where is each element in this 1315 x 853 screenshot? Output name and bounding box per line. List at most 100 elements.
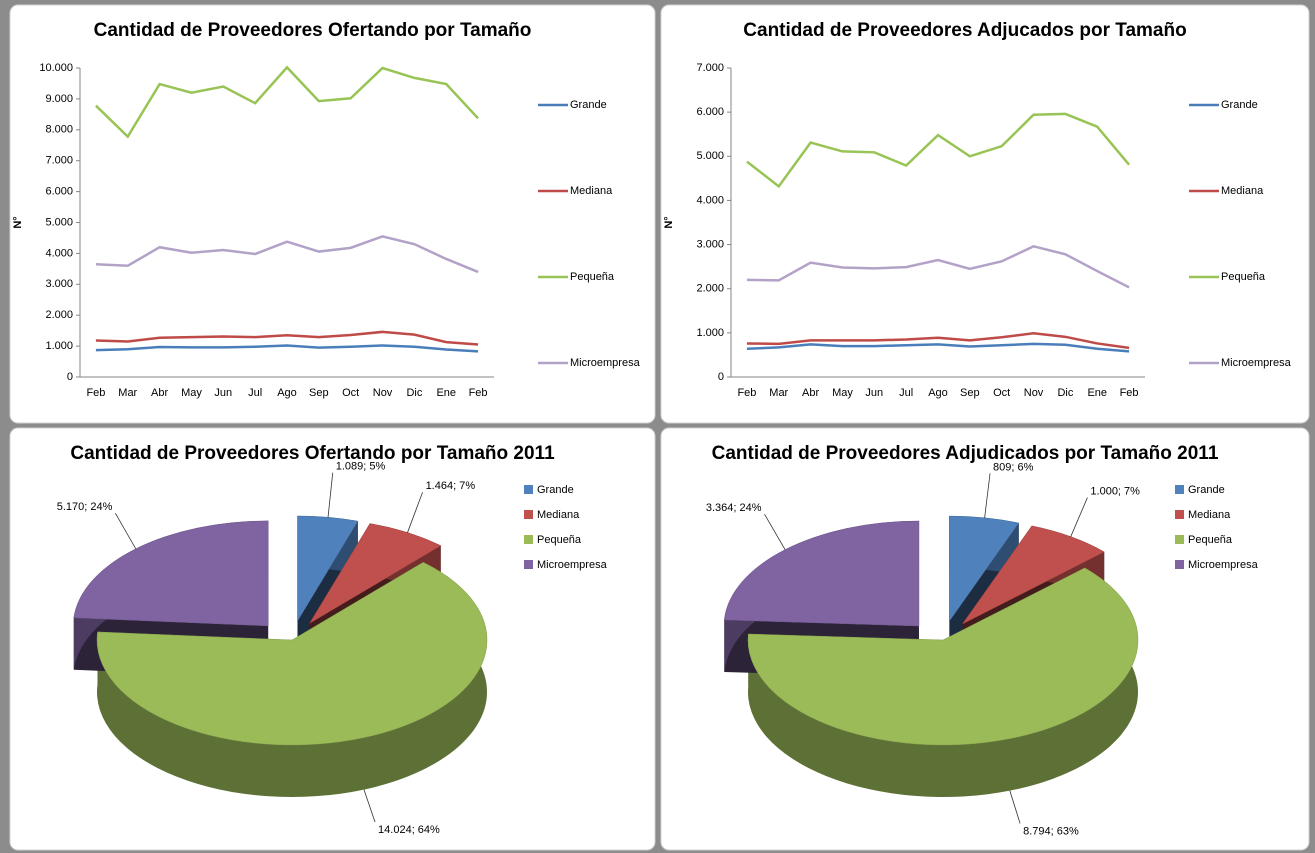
leader-line (407, 492, 423, 533)
x-tick-label: Feb (1120, 387, 1139, 399)
x-tick-label: Ago (277, 387, 297, 399)
pie-slice (309, 523, 442, 624)
y-tick-label: 7.000 (696, 62, 724, 74)
data-label: 8.794; 63% (1023, 825, 1079, 837)
line-series (746, 245, 1130, 289)
x-tick-label: May (181, 387, 202, 399)
y-tick-label: 8.000 (45, 124, 73, 136)
chart-title: Cantidad de Proveedores Adjudicados por … (712, 443, 1219, 464)
x-tick-label: Jun (214, 387, 232, 399)
x-tick-label: Sep (960, 387, 980, 399)
y-tick-label: 3.000 (696, 238, 724, 250)
pie-side (97, 562, 488, 798)
legend-label: Microempresa (1221, 357, 1292, 369)
pie-slice (73, 520, 269, 627)
y-tick-label: 6.000 (45, 186, 73, 198)
legend-label: Mediana (537, 509, 580, 521)
legend-label: Pequeña (1188, 534, 1233, 546)
y-tick-label: 3.000 (45, 278, 73, 290)
line-series (95, 235, 479, 274)
leader-line (363, 789, 376, 823)
y-tick-label: 1.000 (696, 327, 724, 339)
x-tick-label: Oct (993, 387, 1010, 399)
pie-side (747, 567, 1138, 798)
line-series (95, 330, 479, 346)
data-label: 809; 6% (993, 461, 1034, 473)
legend-label: Pequeña (537, 534, 582, 546)
legend-label: Microempresa (1188, 559, 1259, 571)
x-tick-label: Mar (118, 387, 137, 399)
y-tick-label: 1.000 (45, 340, 73, 352)
leader-line (1009, 790, 1021, 824)
data-label: 1.464; 7% (426, 480, 476, 492)
x-tick-label: Jun (865, 387, 883, 399)
y-tick-label: 4.000 (696, 194, 724, 206)
x-tick-label: Jul (899, 387, 913, 399)
legend-label: Pequeña (570, 271, 615, 283)
y-tick-label: 0 (67, 371, 73, 383)
legend-label: Mediana (570, 185, 613, 197)
legend-swatch (524, 560, 533, 569)
leader-line (115, 512, 137, 550)
x-tick-label: Ene (436, 387, 456, 399)
data-label: 1.000; 7% (1090, 485, 1140, 497)
line-series (746, 332, 1130, 350)
leader-line (764, 514, 786, 550)
data-label: 3.364; 24% (706, 502, 762, 514)
legend-swatch (524, 485, 533, 494)
leader-line (1070, 497, 1088, 537)
x-tick-label: Feb (469, 387, 488, 399)
x-tick-label: Dic (1057, 387, 1073, 399)
line-series (95, 344, 479, 353)
legend-label: Grande (1221, 99, 1258, 111)
legend-label: Pequeña (1221, 271, 1266, 283)
y-tick-label: 2.000 (45, 309, 73, 321)
chart-title: Cantidad de Proveedores Adjucados por Ta… (743, 20, 1186, 41)
chart-title: Cantidad de Proveedores Ofertando por Ta… (70, 443, 555, 464)
x-tick-label: Ene (1087, 387, 1107, 399)
y-tick-label: 5.000 (696, 150, 724, 162)
data-label: 5.170; 24% (57, 501, 113, 513)
legend-label: Grande (537, 484, 574, 496)
x-tick-label: Oct (342, 387, 359, 399)
leader-line (984, 473, 991, 518)
leader-line (327, 472, 334, 518)
legend-label: Microempresa (570, 357, 641, 369)
x-tick-label: Nov (1024, 387, 1044, 399)
chart-panel (9, 4, 656, 424)
x-tick-label: Ago (928, 387, 948, 399)
y-tick-label: 9.000 (45, 93, 73, 105)
y-tick-label: 7.000 (45, 155, 73, 167)
y-axis-label: N° (12, 216, 24, 228)
x-tick-label: Sep (309, 387, 329, 399)
legend-label: Mediana (1188, 509, 1231, 521)
chart-title: Cantidad de Proveedores Ofertando por Ta… (94, 20, 532, 41)
legend-swatch (1175, 485, 1184, 494)
y-tick-label: 4.000 (45, 247, 73, 259)
x-tick-label: Abr (802, 387, 819, 399)
line-series (746, 342, 1130, 353)
legend-swatch (524, 535, 533, 544)
pie-slice (297, 515, 359, 622)
legend-label: Grande (1188, 484, 1225, 496)
y-tick-label: 6.000 (696, 106, 724, 118)
line-series (95, 65, 479, 139)
pie-slice (949, 515, 1020, 622)
y-tick-label: 2.000 (696, 283, 724, 295)
x-tick-label: Feb (737, 387, 756, 399)
x-tick-label: Feb (86, 387, 105, 399)
x-tick-label: Nov (373, 387, 393, 399)
legend-label: Microempresa (537, 559, 608, 571)
line-series (746, 112, 1131, 189)
pie-slice (96, 562, 488, 746)
legend-swatch (1175, 535, 1184, 544)
y-axis-label: N° (663, 216, 675, 228)
data-label: 1.089; 5% (336, 461, 386, 473)
legend-label: Grande (570, 99, 607, 111)
x-tick-label: May (832, 387, 853, 399)
legend-swatch (1175, 560, 1184, 569)
legend-label: Mediana (1221, 185, 1264, 197)
y-tick-label: 5.000 (45, 216, 73, 228)
